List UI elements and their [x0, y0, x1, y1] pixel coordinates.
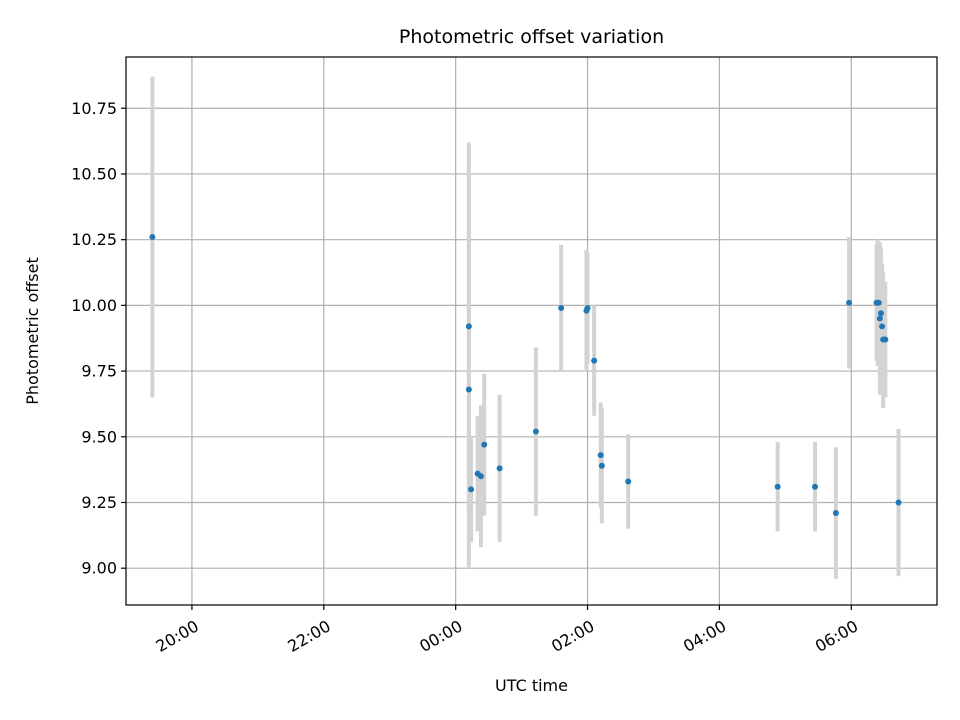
data-point	[597, 452, 604, 459]
data-point	[481, 441, 488, 448]
chart-title: Photometric offset variation	[399, 26, 664, 48]
data-point	[465, 323, 472, 330]
grid	[126, 57, 937, 605]
data-point	[879, 323, 886, 330]
data-point	[532, 428, 539, 435]
y-tick-label: 10.75	[71, 99, 117, 118]
data-point	[625, 478, 632, 485]
data-point	[832, 510, 839, 517]
data-point	[876, 315, 883, 322]
y-tick-label: 9.25	[81, 493, 117, 512]
data-point	[465, 386, 472, 393]
data-point	[477, 473, 484, 480]
y-tick-label: 9.50	[81, 427, 117, 446]
data-point	[558, 305, 565, 312]
data-point	[875, 299, 882, 306]
data-points	[149, 234, 902, 517]
y-tick-label: 10.00	[71, 296, 117, 315]
data-point	[496, 465, 503, 472]
data-point	[149, 234, 156, 241]
data-point	[812, 483, 819, 490]
y-tick-label: 10.25	[71, 230, 117, 249]
data-point	[591, 357, 598, 364]
data-point	[584, 305, 591, 312]
data-point	[895, 499, 902, 506]
y-axis: 9.00 9.25 9.50 9.75 10.00 10.25 10.50 10.75	[71, 99, 126, 578]
data-point	[882, 336, 889, 343]
data-point	[598, 462, 605, 469]
data-point	[877, 310, 884, 317]
data-point	[846, 299, 853, 306]
data-point	[468, 486, 475, 493]
y-axis-label: Photometric offset	[23, 257, 42, 405]
plot-frame	[125, 56, 938, 606]
y-tick-label: 9.75	[81, 362, 117, 381]
x-axis-label: UTC time	[495, 676, 568, 695]
y-tick-label: 9.00	[81, 559, 117, 578]
y-tick-label: 10.50	[71, 164, 117, 183]
data-point	[774, 483, 781, 490]
